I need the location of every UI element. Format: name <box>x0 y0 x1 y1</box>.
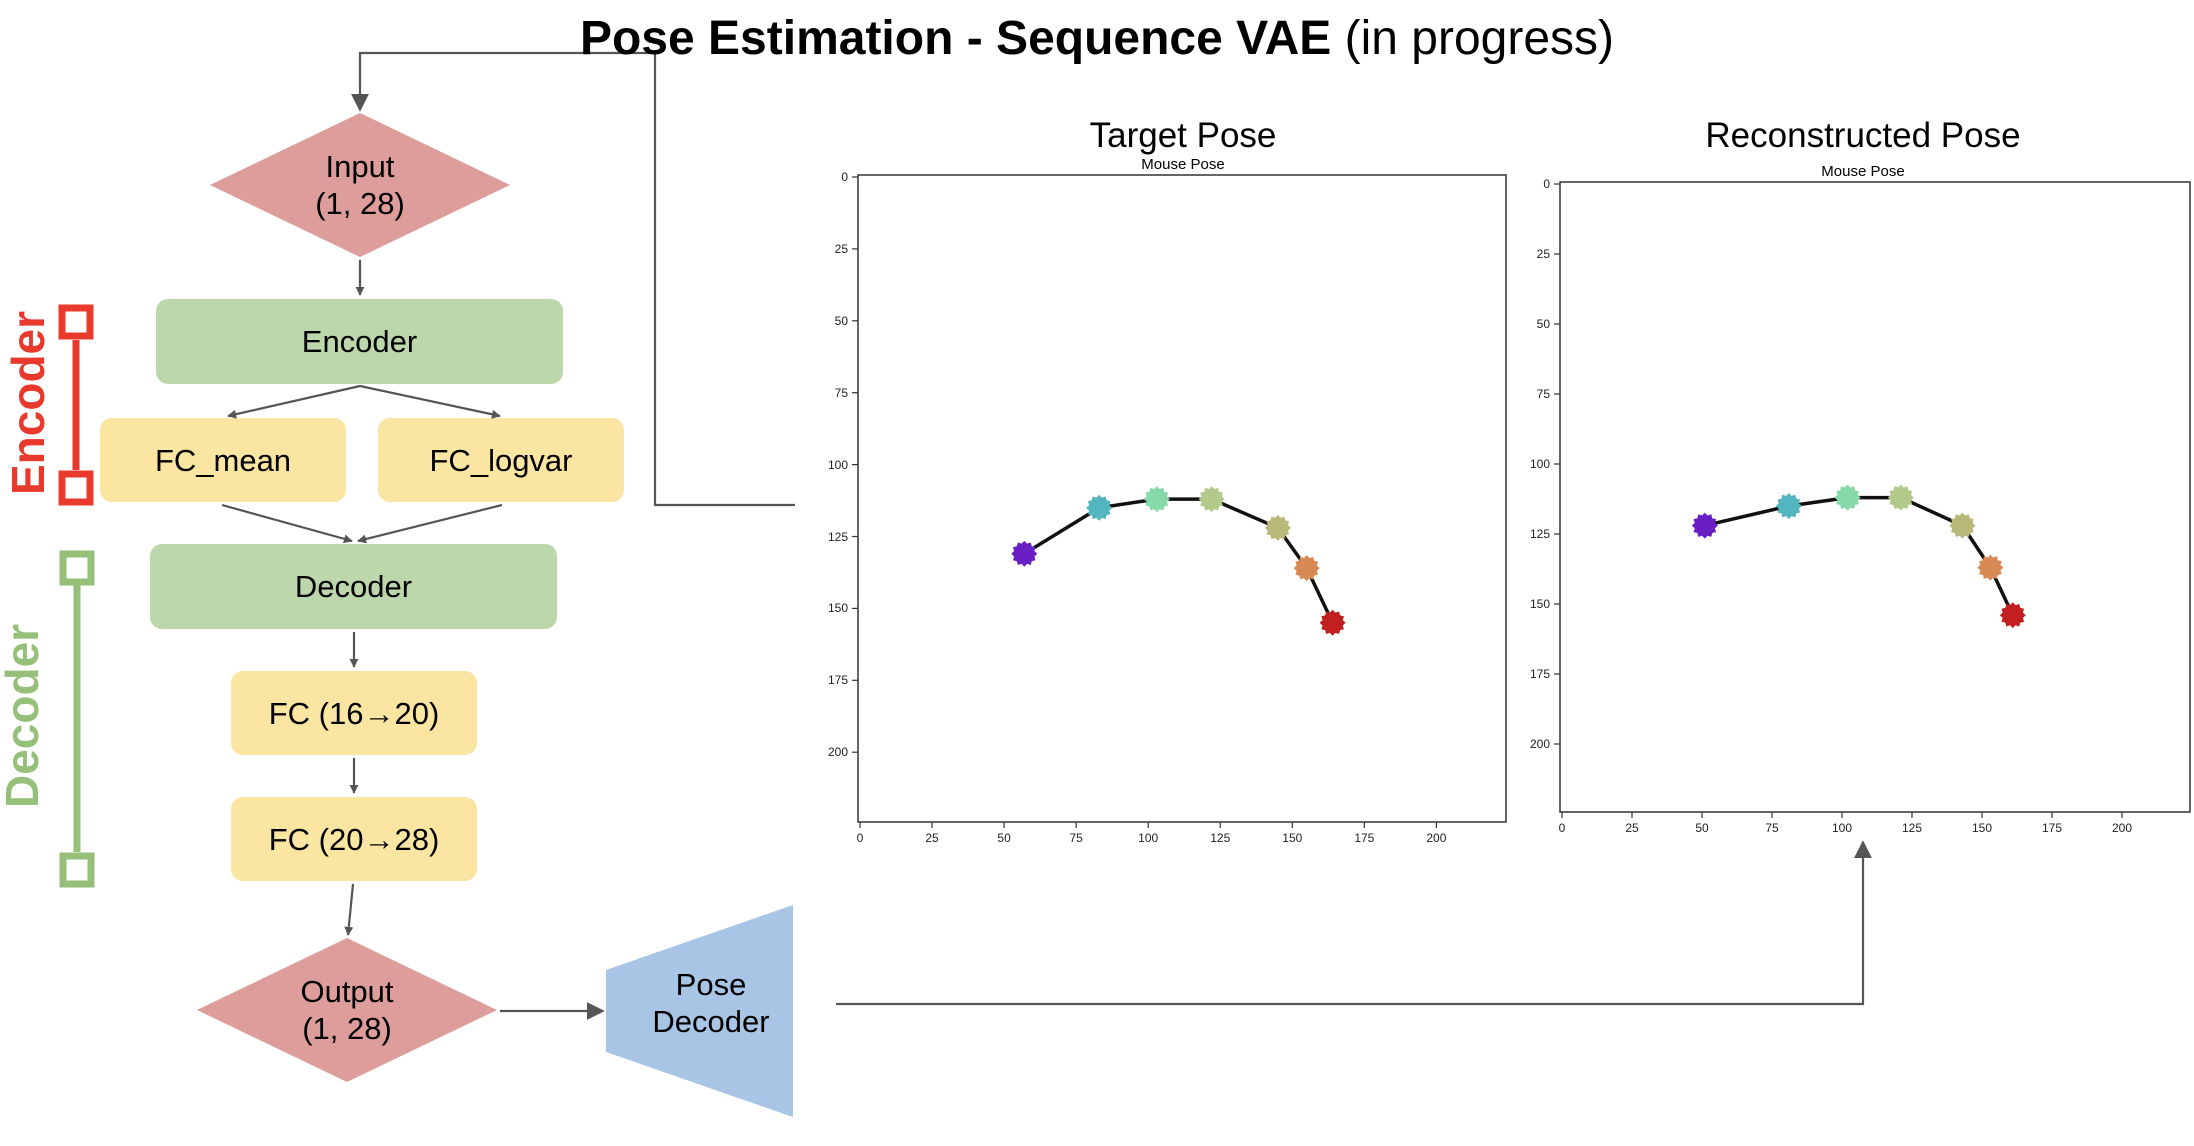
y-tick-label: 200 <box>1529 737 1550 751</box>
x-tick-label: 200 <box>1426 831 1447 845</box>
fc2-box <box>231 797 477 881</box>
encoder-label: Encoder <box>301 324 418 359</box>
arrow-fc2-output <box>344 883 355 936</box>
x-tick-label: 125 <box>1901 821 1923 835</box>
x-tick-label: 175 <box>1354 831 1375 845</box>
y-tick-label: 150 <box>1529 597 1550 611</box>
x-tick-label: 75 <box>1069 831 1083 845</box>
y-tick-label: 75 <box>834 385 848 400</box>
y-tick-label: 0 <box>841 170 848 184</box>
keypoint <box>1887 484 1914 511</box>
target-pose-title: Target Pose <box>1089 116 1277 155</box>
keypoint <box>1691 512 1718 539</box>
x-tick-label: 100 <box>1138 831 1159 845</box>
x-tick-label: 50 <box>1695 821 1709 835</box>
x-tick-label: 150 <box>1282 831 1303 845</box>
keypoint <box>1775 493 1802 519</box>
y-tick-label: 175 <box>1529 667 1550 681</box>
x-tick-label: 50 <box>997 831 1011 845</box>
keypoint <box>1086 494 1113 521</box>
keypoint <box>1293 555 1320 582</box>
y-tick-label: 50 <box>834 313 848 328</box>
y-tick-label: 25 <box>834 241 848 256</box>
x-tick-label: 0 <box>856 831 864 845</box>
arrow-encoder-fcmean <box>227 384 361 419</box>
x-tick-label: 0 <box>1558 821 1566 835</box>
input-diamond <box>210 113 510 257</box>
arrow-fclogvar-decoder <box>357 503 503 544</box>
arrow-encoder-fclogvar <box>359 384 501 419</box>
reconstructed-pose-title: Reconstructed Pose <box>1705 116 2021 155</box>
x-tick-label: 125 <box>1210 831 1231 845</box>
pose-decoder-label: Pose Decoder <box>652 967 770 1039</box>
keypoint <box>1264 514 1291 541</box>
decoder-label: Decoder <box>294 569 413 604</box>
connectors <box>221 51 1872 1020</box>
y-tick-label: 200 <box>827 745 848 760</box>
y-tick-label: 150 <box>827 601 848 616</box>
keypoint <box>1143 486 1170 513</box>
x-tick-label: 25 <box>1625 821 1639 835</box>
decoder-box <box>150 544 557 629</box>
fc-mean-label: FC_mean <box>154 443 292 478</box>
keypoint <box>1198 486 1225 513</box>
y-tick-label: 50 <box>1536 317 1550 331</box>
x-tick-label: 100 <box>1831 821 1853 835</box>
keypoint <box>1011 540 1038 567</box>
arrow-posedecoder-to-reconstructed <box>836 840 1872 1006</box>
encoder-side-label: Encoder <box>2 310 54 495</box>
x-tick-label: 150 <box>1971 821 1993 835</box>
y-tick-label: 100 <box>827 457 848 472</box>
target-pose-subtitle: Mouse Pose <box>1141 156 1225 173</box>
y-tick-label: 100 <box>1529 457 1550 471</box>
keypoint <box>1949 512 1976 539</box>
input-label: Input (1, 28) <box>315 149 405 221</box>
arrow-fcmean-decoder <box>221 503 353 544</box>
reconstructed-pose-plot <box>1554 181 2191 818</box>
arrow-loop-target-to-input <box>351 51 795 507</box>
x-tick-label: 75 <box>1765 821 1779 835</box>
output-label: Output (1, 28) <box>300 974 394 1046</box>
fc2-label: FC (20→28) <box>268 822 440 857</box>
fc-mean-box <box>100 418 346 502</box>
keypoint <box>1319 609 1346 636</box>
fc-logvar-box <box>378 418 624 502</box>
fc1-box <box>231 671 477 755</box>
decoder-bracket <box>59 550 95 888</box>
pose-decoder-trapezoid <box>606 905 793 1117</box>
encoder-box <box>156 299 563 384</box>
decoder-side-label: Decoder <box>0 623 48 808</box>
keypoint <box>1977 554 2004 581</box>
keypoint <box>1834 484 1861 511</box>
y-tick-label: 175 <box>827 673 848 688</box>
reconstructed-pose-subtitle: Mouse Pose <box>1821 163 1905 180</box>
output-diamond <box>197 938 497 1082</box>
target-pose-plot <box>852 174 1507 828</box>
x-tick-label: 175 <box>2041 821 2063 835</box>
y-tick-label: 25 <box>1536 247 1550 261</box>
fc-logvar-label: FC_logvar <box>429 443 573 478</box>
keypoint <box>1999 602 2026 629</box>
y-tick-label: 75 <box>1536 387 1550 401</box>
encoder-bracket <box>58 304 94 506</box>
page-title: Pose Estimation - Sequence VAE (in progr… <box>579 12 1615 65</box>
x-tick-label: 200 <box>2111 821 2133 835</box>
y-tick-label: 125 <box>827 529 848 544</box>
x-tick-label: 25 <box>925 831 939 845</box>
y-tick-label: 0 <box>1543 177 1550 191</box>
y-tick-label: 125 <box>1529 527 1550 541</box>
fc1-label: FC (16→20) <box>268 696 440 731</box>
